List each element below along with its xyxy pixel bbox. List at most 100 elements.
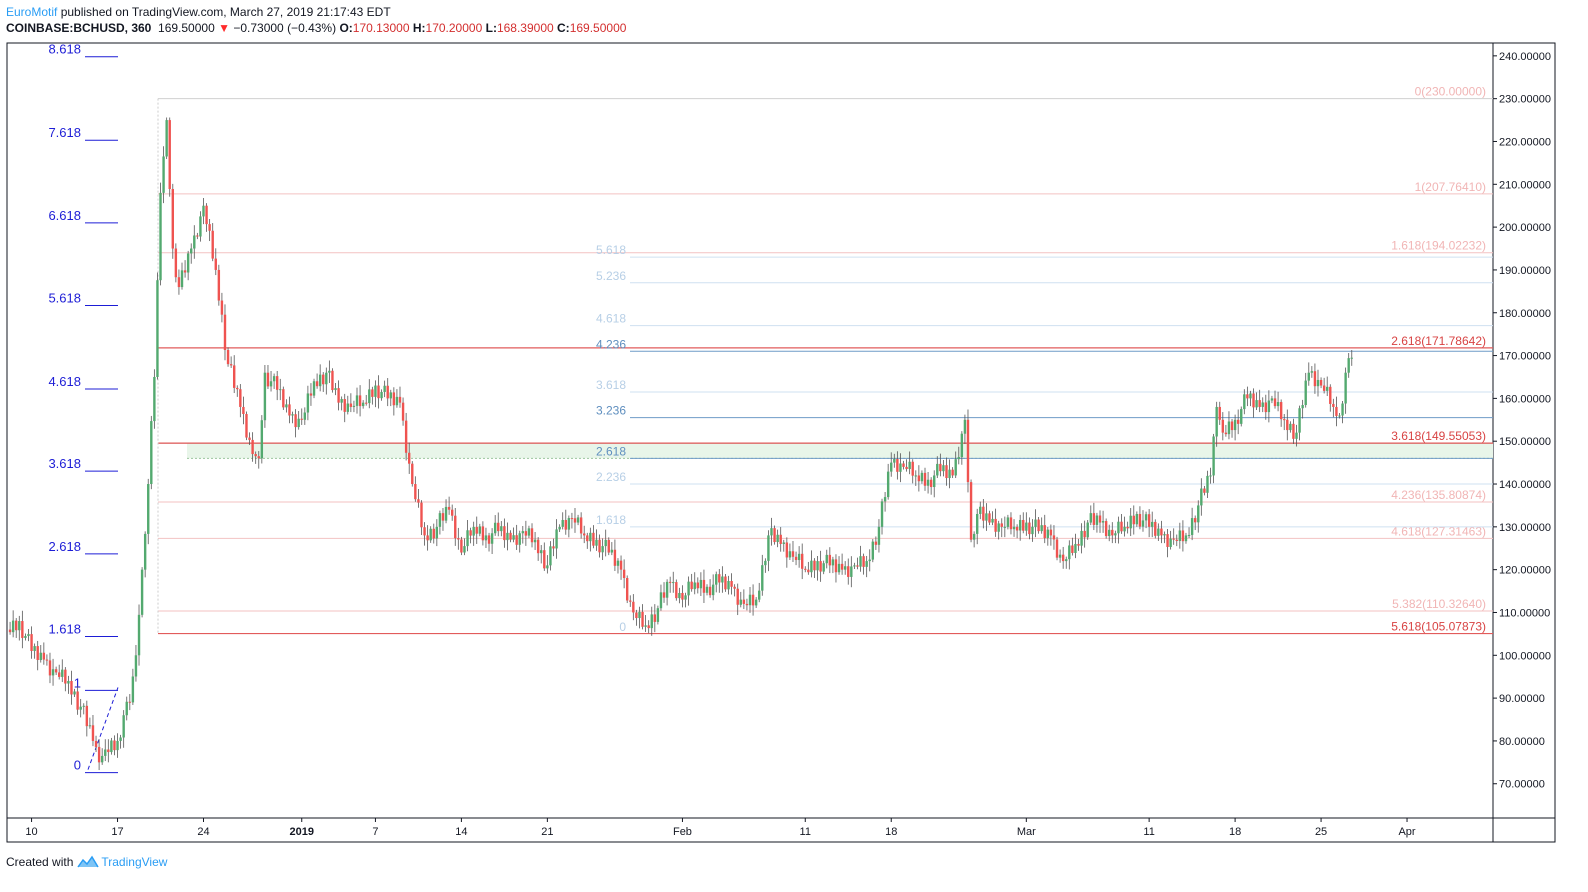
- candle-body: [825, 554, 828, 564]
- time-tick-label: 24: [197, 826, 209, 838]
- price-tick-label: 120.00000: [1499, 565, 1551, 577]
- high-label: H:: [412, 21, 426, 35]
- price-tick-label: 80.00000: [1499, 736, 1545, 748]
- candle-body: [18, 621, 21, 631]
- candle-body: [942, 465, 945, 472]
- fib-red-label: 4.236(135.80874): [1391, 488, 1486, 502]
- time-tick-label: Feb: [673, 826, 692, 838]
- fib-left-label: 1: [74, 675, 81, 690]
- candle-body: [134, 655, 138, 677]
- candle-body: [426, 535, 429, 541]
- tradingview-link[interactable]: TradingView: [101, 855, 168, 869]
- candle-body: [291, 414, 294, 416]
- fib-left-label: 2.618: [48, 539, 81, 554]
- fib-red-label: 3.618(149.55053): [1391, 429, 1486, 443]
- candle-body: [386, 385, 389, 399]
- candle-body: [1292, 423, 1295, 439]
- candle-body: [61, 669, 64, 677]
- fib-red-label: 0(230.00000): [1415, 85, 1486, 99]
- candle-body: [116, 740, 119, 751]
- candle-body: [782, 542, 785, 544]
- candle-body: [186, 253, 190, 273]
- price-tick-label: 170.00000: [1499, 351, 1551, 363]
- time-tick-label: 18: [885, 826, 897, 838]
- candle-body: [177, 277, 181, 288]
- candle-body: [616, 560, 620, 566]
- candle-body: [45, 659, 49, 661]
- candle-body: [1129, 515, 1132, 529]
- time-tick-label: 17: [111, 826, 123, 838]
- ohlc-line: COINBASE:BCHUSD, 360 169.50000 ▼ −0.7300…: [6, 20, 626, 36]
- candle-body: [893, 458, 896, 463]
- candle-body: [850, 566, 853, 577]
- candle-body: [1111, 529, 1114, 536]
- candle-body: [945, 465, 948, 479]
- candle-body: [730, 581, 733, 587]
- candle-body: [1068, 545, 1071, 560]
- candle-body: [1058, 554, 1062, 558]
- candle-body: [432, 528, 435, 539]
- candle-body: [745, 603, 749, 606]
- candle-body: [285, 404, 288, 408]
- candle-body: [411, 463, 414, 485]
- candle-body: [1197, 505, 1200, 523]
- candle-body: [948, 469, 951, 479]
- candle-body: [727, 581, 730, 590]
- candle-body: [1166, 534, 1169, 547]
- candle-body: [202, 205, 205, 217]
- time-tick-label: 14: [455, 826, 467, 838]
- candle-body: [1233, 419, 1237, 431]
- author-link[interactable]: EuroMotif: [6, 5, 58, 19]
- candle-body: [1249, 393, 1252, 399]
- candle-body: [536, 539, 540, 554]
- candle-body: [42, 652, 46, 660]
- candle-body: [199, 216, 202, 237]
- candle-body: [991, 518, 994, 523]
- candle-body: [530, 528, 534, 543]
- candle-body: [48, 660, 52, 676]
- candle-body: [804, 568, 807, 570]
- candle-body: [1052, 535, 1056, 540]
- created-with-label: Created with: [6, 855, 74, 869]
- candle-body: [1151, 521, 1154, 527]
- candle-body: [1114, 533, 1117, 536]
- candle-body: [533, 539, 537, 543]
- candle-body: [205, 205, 208, 225]
- candle-body: [263, 372, 267, 421]
- candle-body: [85, 705, 89, 727]
- candle-body: [1077, 543, 1080, 546]
- candle-body: [791, 551, 795, 557]
- candle-body: [1341, 403, 1344, 416]
- candle-body: [208, 224, 211, 231]
- candle-body: [11, 620, 15, 633]
- candle-body: [361, 402, 365, 407]
- candle-body: [880, 501, 884, 527]
- candle-body: [576, 517, 580, 523]
- candle-body: [779, 534, 782, 544]
- candle-body: [1215, 406, 1218, 437]
- candle-body: [1009, 517, 1013, 530]
- candle-body: [1034, 519, 1037, 527]
- candle-body: [466, 530, 469, 547]
- candle-body: [389, 392, 392, 399]
- candle-body: [73, 691, 76, 695]
- candle-body: [1279, 402, 1283, 420]
- candle-body: [503, 526, 506, 541]
- candle-body: [220, 300, 224, 315]
- candle-body: [1326, 386, 1329, 391]
- candle-body: [665, 581, 669, 598]
- candle-body: [509, 532, 512, 540]
- candle-body: [610, 549, 614, 553]
- candle-body: [214, 258, 217, 270]
- candle-body: [300, 418, 303, 420]
- candle-body: [469, 530, 472, 536]
- candle-body: [500, 526, 503, 532]
- candle-body: [1319, 379, 1323, 386]
- candle-body: [463, 546, 466, 553]
- candle-body: [1264, 402, 1268, 413]
- candle-body: [1329, 386, 1332, 404]
- candle-body: [515, 535, 518, 545]
- candle-body: [343, 399, 346, 412]
- symbol-label[interactable]: COINBASE:BCHUSD, 360: [6, 21, 152, 35]
